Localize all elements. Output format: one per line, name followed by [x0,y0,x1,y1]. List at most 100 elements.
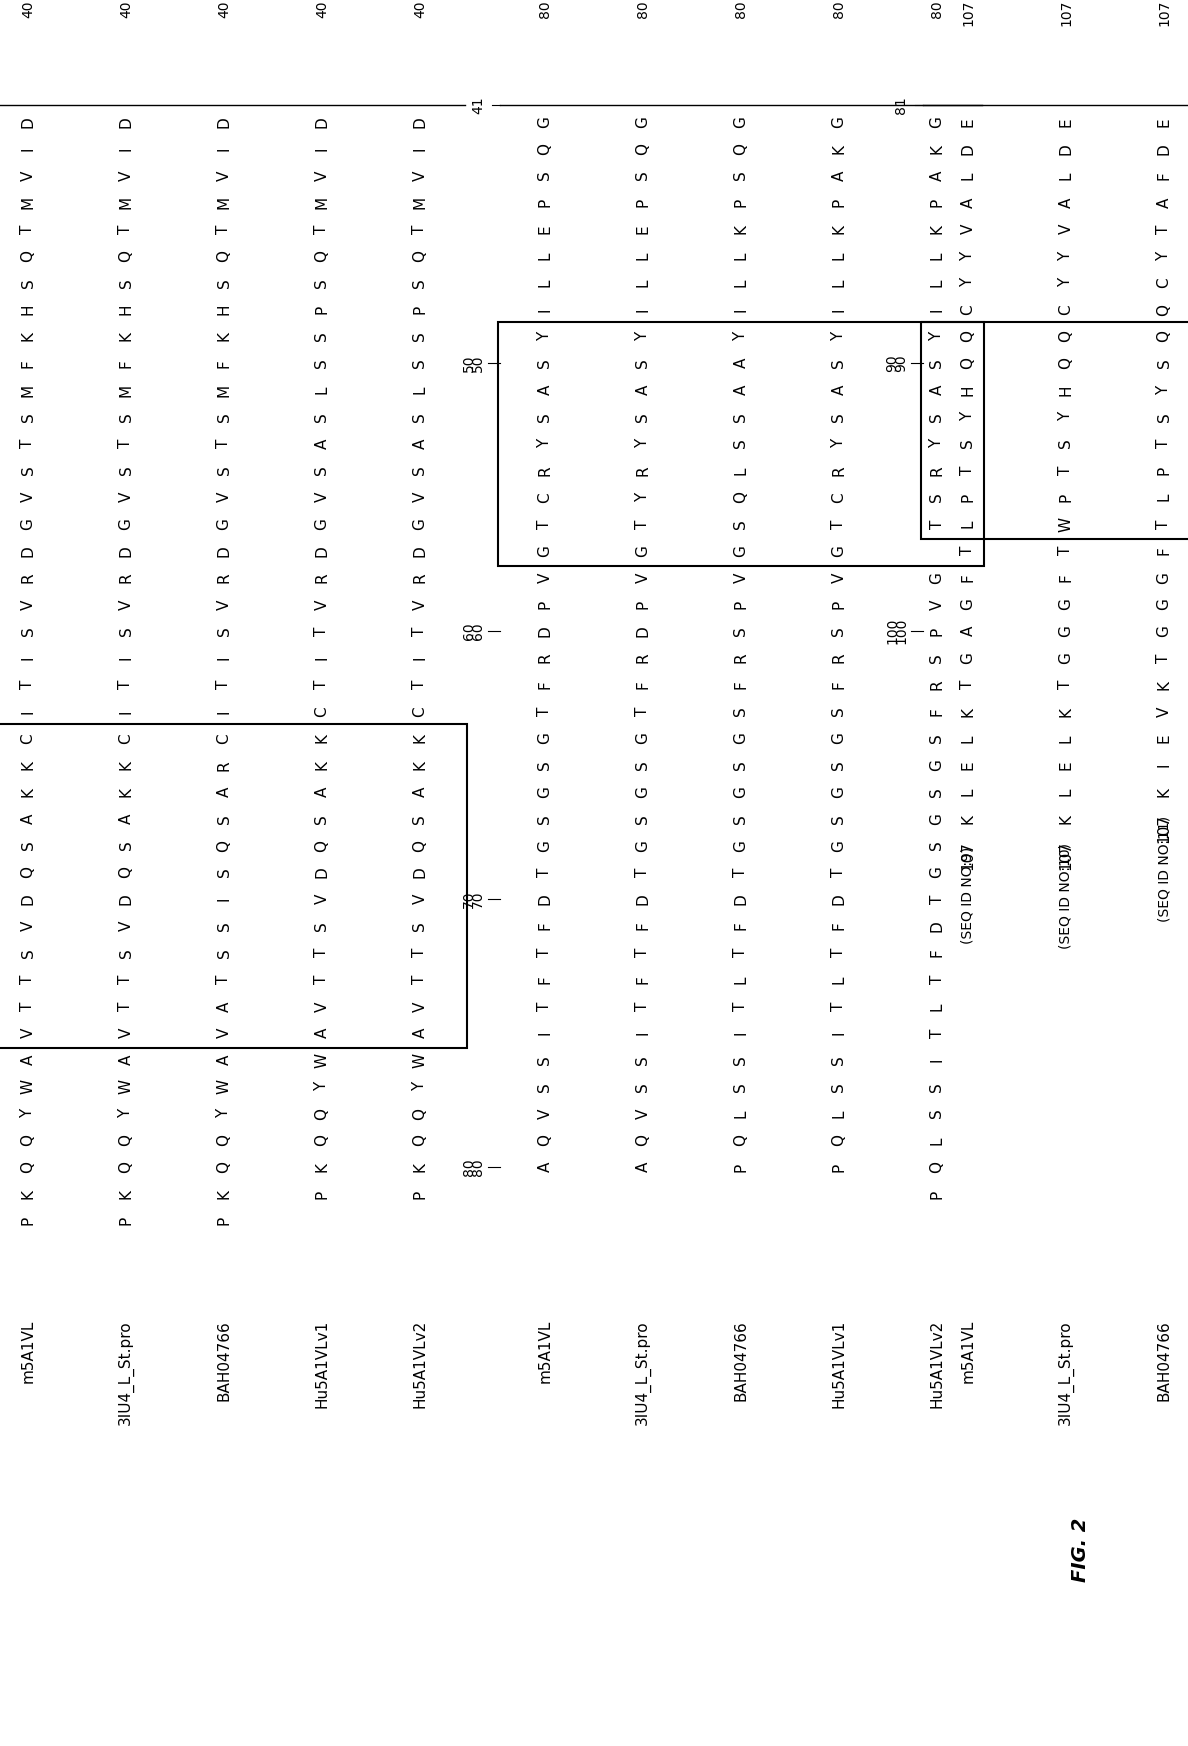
Bar [498,321,984,566]
Text: S: S [733,814,748,824]
Text: Y: Y [929,332,944,340]
Text: T: T [636,948,651,957]
Text: R: R [832,653,847,663]
Text: V: V [119,171,133,182]
Text: M: M [216,384,232,396]
Text: I: I [216,709,232,714]
Text: A: A [119,1055,133,1065]
Text: S: S [315,922,329,931]
Text: D: D [412,545,428,557]
Text: T: T [216,974,232,985]
Text: A: A [1059,197,1074,208]
Text: Y: Y [961,251,975,260]
Text: D: D [216,117,232,127]
Text: G: G [929,115,944,127]
Text: L: L [832,976,847,983]
Text: S: S [1059,438,1074,449]
Text: Hu5A1VLv2: Hu5A1VLv2 [929,1320,944,1409]
Text: Y: Y [1156,386,1171,395]
Text: P: P [636,601,651,609]
Text: E: E [1059,761,1074,770]
Text: L: L [733,466,748,475]
Text: G: G [832,545,847,557]
Text: Q: Q [20,250,36,262]
Text: R: R [216,573,232,583]
Text: A: A [537,384,552,395]
Text: Q: Q [1156,330,1171,342]
Text: Y: Y [636,492,651,501]
Text: Y: Y [537,438,552,449]
Text: A: A [733,358,748,368]
Text: K: K [315,760,329,770]
Text: D: D [929,920,944,932]
Text: K: K [20,760,36,770]
Text: P: P [929,1189,944,1198]
Text: 81: 81 [895,96,908,113]
Text: Q: Q [636,1135,651,1147]
Bar [921,321,1188,540]
Text: BAH04766: BAH04766 [216,1320,232,1400]
Text: S: S [636,358,651,368]
Text: A: A [20,814,36,824]
Text: S: S [733,1055,748,1065]
Text: G: G [1059,625,1074,637]
Text: C: C [119,733,133,744]
Text: Y: Y [412,1083,428,1091]
Text: Y: Y [1059,412,1074,421]
Text: G: G [20,519,36,531]
Text: G: G [733,786,748,798]
Text: I: I [119,709,133,714]
Text: G: G [636,115,651,127]
Text: A: A [832,384,847,395]
Text: L: L [832,251,847,260]
Text: I: I [636,1030,651,1035]
Text: I: I [119,656,133,660]
Text: S: S [537,171,552,180]
Text: P: P [929,627,944,636]
Text: K: K [961,707,975,716]
Text: Q: Q [20,1135,36,1147]
Text: D: D [961,143,975,155]
Text: S: S [636,1055,651,1065]
Text: A: A [315,438,329,449]
Text: (SEQ ID NO:10): (SEQ ID NO:10) [1059,843,1073,948]
Text: R: R [733,653,748,663]
Text: C: C [315,707,329,718]
Text: K: K [412,760,428,770]
Text: T: T [20,225,36,234]
Text: M: M [20,196,36,210]
Text: S: S [733,707,748,716]
Text: Y: Y [1059,251,1074,260]
Text: 60: 60 [462,622,476,641]
Text: 107: 107 [961,0,975,26]
Text: T: T [961,466,975,475]
Text: T: T [315,681,329,690]
Text: W: W [315,1053,329,1067]
Text: T: T [412,627,428,636]
Text: R: R [216,760,232,770]
Text: S: S [636,760,651,770]
Text: S: S [20,627,36,636]
Text: D: D [636,894,651,904]
Text: V: V [216,1028,232,1039]
Text: D: D [119,545,133,557]
Text: S: S [832,760,847,770]
Text: I: I [20,147,36,152]
Text: T: T [832,1002,847,1011]
Text: L: L [412,386,428,395]
Text: L: L [832,279,847,286]
Text: V: V [636,1109,651,1119]
Text: P: P [832,1163,847,1172]
Text: R: R [412,573,428,583]
Text: T: T [537,868,552,876]
Text: W: W [20,1079,36,1095]
Text: A: A [315,1028,329,1039]
Text: Q: Q [315,1135,329,1147]
Text: K: K [929,223,944,234]
Text: T: T [636,519,651,529]
Text: H: H [20,304,36,316]
Text: K: K [119,1189,133,1200]
Text: K: K [733,223,748,234]
Text: F: F [636,922,651,931]
Text: T: T [537,1002,552,1011]
